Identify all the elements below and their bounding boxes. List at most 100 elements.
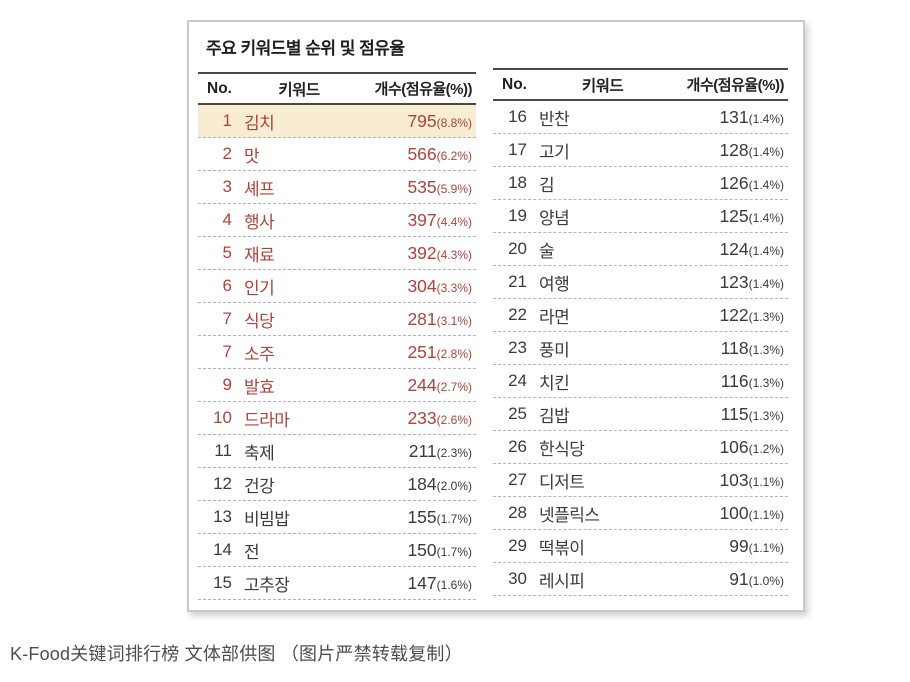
count-value: 115: [720, 403, 749, 424]
count-value: 126: [719, 172, 749, 193]
rank-cell: 13: [213, 507, 232, 526]
count-value: 392: [407, 242, 437, 263]
count-cell: 281(3.1%): [407, 309, 476, 330]
share-value: (2.6%): [436, 412, 472, 427]
keyword-cell: 레시피: [539, 571, 585, 591]
count-value: 795: [407, 110, 437, 131]
share-value: (1.3%): [748, 342, 784, 357]
rank-cell: 7: [222, 342, 232, 361]
count-cell: 795(8.8%): [407, 111, 476, 132]
count-value: 125: [719, 205, 749, 226]
count-cell: 397(4.4%): [407, 210, 476, 231]
count-value: 124: [719, 238, 749, 259]
rank-cell: 3: [222, 177, 232, 196]
count-value: 100: [719, 502, 749, 523]
right-table-rows: 16 반찬 131(1.4%) 17 고기 128(1.4%) 18 김 126(1.4%) 19…: [493, 101, 788, 596]
table-row: 20 술 124(1.4%): [493, 233, 788, 266]
table-row: 26 한식당 106(1.2%): [493, 431, 788, 464]
count-value: 150: [407, 539, 437, 560]
count-value: 118: [720, 337, 749, 358]
share-value: (8.8%): [436, 115, 472, 130]
count-cell: 122(1.3%): [719, 305, 788, 326]
count-cell: 244(2.7%): [407, 375, 476, 396]
keyword-cell: 여행: [539, 274, 570, 294]
col-header-keyword: 키워드: [581, 77, 624, 95]
table-row: 17 고기 128(1.4%): [493, 134, 788, 167]
keyword-cell: 치킨: [539, 373, 570, 393]
table-row: 4 행사 397(4.4%): [198, 204, 476, 237]
count-value: 281: [407, 308, 437, 329]
table-row: 9 발효 244(2.7%): [198, 369, 476, 402]
count-value: 103: [719, 469, 749, 490]
table-row: 2 맛 566(6.2%): [198, 138, 476, 171]
count-value: 566: [407, 143, 437, 164]
rank-cell: 25: [508, 404, 527, 423]
count-cell: 124(1.4%): [719, 239, 788, 260]
count-cell: 126(1.4%): [719, 173, 788, 194]
rank-cell: 18: [508, 173, 527, 192]
count-cell: 184(2.0%): [407, 474, 476, 495]
share-value: (2.3%): [436, 445, 472, 460]
keyword-cell: 김밥: [539, 406, 570, 426]
count-cell: 251(2.8%): [407, 342, 476, 363]
table-row: 18 김 126(1.4%): [493, 167, 788, 200]
share-value: (1.4%): [748, 276, 784, 291]
count-cell: 103(1.1%): [719, 470, 788, 491]
rank-cell: 6: [222, 276, 232, 295]
count-cell: 535(5.9%): [407, 177, 476, 198]
share-value: (1.0%): [748, 573, 784, 588]
keyword-cell: 축제: [244, 443, 275, 463]
right-table-section: No. 키워드 개수(점유율(%)) 16 반찬 131(1.4%) 17 고기 128(…: [493, 68, 788, 596]
col-header-count: 개수(점유율(%)): [686, 77, 785, 94]
keyword-cell: 한식당: [539, 439, 585, 459]
share-value: (1.1%): [748, 474, 784, 489]
keyword-cell: 식당: [244, 311, 275, 331]
share-value: (1.4%): [748, 111, 784, 126]
keyword-cell: 비빔밥: [244, 509, 290, 529]
share-value: (1.2%): [748, 441, 784, 456]
table-row: 30 레시피 91(1.0%): [493, 563, 788, 596]
table-row: 28 넷플릭스 100(1.1%): [493, 497, 788, 530]
keyword-cell: 인기: [244, 278, 275, 298]
table-row: 13 비빔밥 155(1.7%): [198, 501, 476, 534]
rank-cell: 1: [222, 111, 232, 130]
share-value: (2.7%): [436, 379, 472, 394]
count-value: 233: [407, 407, 437, 428]
count-cell: 116(1.3%): [721, 371, 788, 392]
share-value: (1.4%): [748, 210, 784, 225]
share-value: (1.4%): [748, 243, 784, 258]
count-cell: 118(1.3%): [721, 338, 788, 359]
count-value: 184: [407, 473, 437, 494]
table-row: 1 김치 795(8.8%): [198, 105, 476, 138]
count-value: 123: [719, 271, 749, 292]
rank-cell: 7: [222, 309, 232, 328]
keyword-cell: 라면: [539, 307, 570, 327]
count-value: 251: [407, 341, 437, 362]
keyword-cell: 건강: [244, 476, 275, 496]
count-value: 397: [407, 209, 437, 230]
table-row: 19 양념 125(1.4%): [493, 200, 788, 233]
share-value: (1.3%): [748, 408, 784, 423]
keyword-cell: 넷플릭스: [539, 505, 600, 525]
count-value: 155: [407, 506, 437, 527]
keyword-cell: 드라마: [244, 410, 290, 430]
table-row: 23 풍미 118(1.3%): [493, 332, 788, 365]
share-value: (1.1%): [748, 540, 784, 555]
count-value: 131: [719, 106, 749, 127]
keyword-cell: 디저트: [539, 472, 585, 492]
rank-cell: 5: [222, 243, 232, 262]
count-cell: 128(1.4%): [719, 140, 788, 161]
keyword-cell: 재료: [244, 245, 275, 265]
table-row: 7 소주 251(2.8%): [198, 336, 476, 369]
left-table-rows: 1 김치 795(8.8%) 2 맛 566(6.2%) 3 셰프 535(5.9%) 4 행사 39…: [198, 105, 476, 600]
rank-cell: 10: [213, 408, 232, 427]
share-value: (1.7%): [436, 544, 472, 559]
count-cell: 211(2.3%): [409, 441, 476, 462]
rank-cell: 19: [508, 206, 527, 225]
rank-cell: 28: [508, 503, 527, 522]
share-value: (3.3%): [436, 280, 472, 295]
share-value: (4.3%): [436, 247, 472, 262]
count-cell: 131(1.4%): [719, 107, 788, 128]
count-value: 99: [729, 535, 749, 556]
keyword-cell: 셰프: [244, 179, 275, 199]
